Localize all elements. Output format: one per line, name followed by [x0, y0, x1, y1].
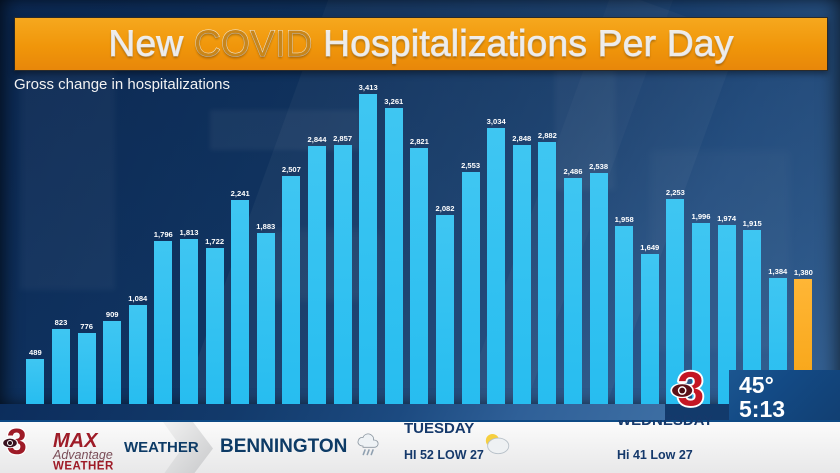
svg-text:WEATHER: WEATHER — [53, 461, 114, 473]
